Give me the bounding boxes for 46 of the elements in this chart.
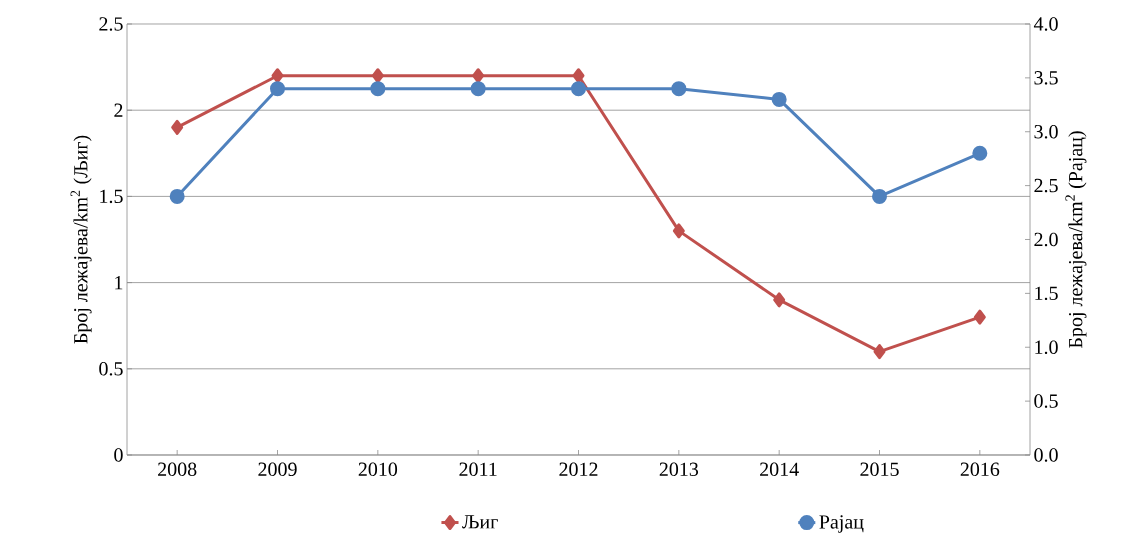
point	[370, 81, 386, 97]
point	[171, 119, 184, 135]
x-tick-label: 2016	[960, 462, 1000, 477]
x-tick-label: 2013	[659, 462, 699, 477]
y2-tick-label: 0.5	[1034, 394, 1058, 408]
x-tick-label: 2009	[258, 462, 297, 477]
y2-tick-label: 4.0	[1033, 17, 1058, 31]
y-axis-title: Број лежајева/km$^{2}$ (Љиг)	[70, 135, 92, 344]
y2-tick-label: 2.0	[1034, 232, 1058, 247]
y2-tick-label: 3.0	[1034, 124, 1058, 139]
point	[872, 188, 888, 204]
point	[470, 81, 486, 97]
y-tick-label: 0.5	[99, 362, 123, 376]
x-tick-label: 2008	[158, 462, 197, 477]
point	[672, 223, 685, 239]
point	[873, 344, 886, 360]
point	[169, 188, 185, 204]
y-tick-label: 2.5	[99, 17, 123, 31]
y2-tick-label: 0.0	[1034, 448, 1058, 462]
point	[371, 68, 384, 84]
point	[571, 81, 587, 97]
point	[771, 91, 787, 107]
legend-label: Љиг	[462, 515, 498, 529]
point	[472, 68, 485, 84]
point	[973, 309, 986, 325]
y2-axis-title: Број лежајева/km$^{2}$ (Рајац)	[1065, 131, 1087, 348]
point	[773, 292, 786, 308]
y-tick-label: 2	[114, 103, 123, 117]
x-tick-label: 2015	[860, 462, 899, 477]
x-tick-label: 2011	[459, 462, 497, 477]
y2-tick-label: 3.5	[1034, 71, 1058, 85]
point	[270, 81, 285, 97]
x-tick-label: 2010	[358, 462, 398, 477]
legend-label: Рајац	[819, 515, 864, 533]
y2-tick-label: 2.5	[1034, 178, 1058, 193]
point	[271, 68, 284, 84]
point	[972, 145, 988, 161]
x-tick-label: 2012	[559, 462, 598, 477]
y2-tick-label: 1.0	[1035, 340, 1058, 355]
y2-tick-label: 1.5	[1035, 286, 1058, 301]
y-tick-label: 0	[114, 448, 123, 462]
point	[671, 81, 687, 97]
x-tick-label: 2014	[760, 462, 799, 477]
y-tick-label: 1	[115, 276, 123, 290]
point	[572, 68, 585, 84]
y-tick-label: 1.5	[100, 189, 123, 204]
